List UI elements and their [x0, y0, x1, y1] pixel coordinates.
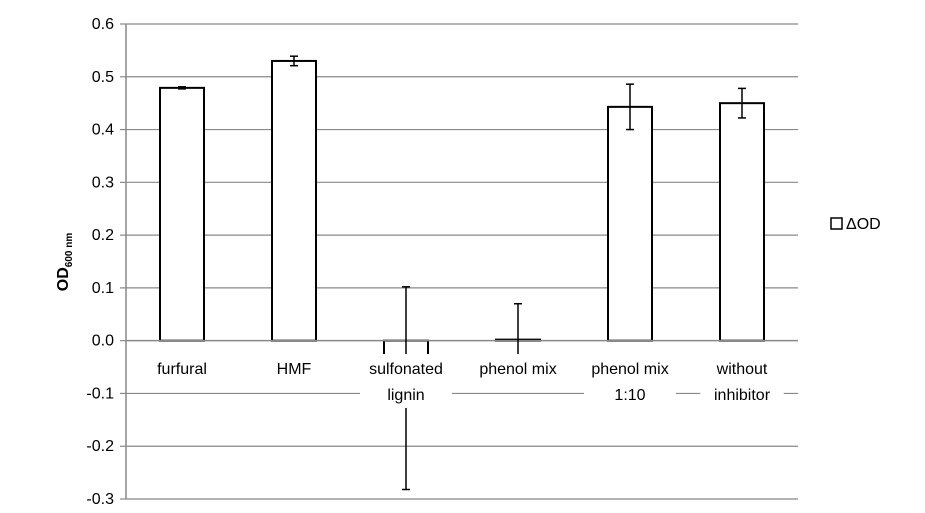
y-tick-label: 0.6	[92, 16, 114, 33]
category-label-line: furfural	[157, 361, 207, 378]
error-bars	[178, 55, 746, 491]
y-tick-label: 0.1	[92, 280, 114, 297]
y-axis-label-sub: 600 nm	[64, 233, 75, 268]
category-label-bg	[278, 354, 310, 382]
error-bar	[626, 83, 634, 131]
category-label-bg	[700, 354, 784, 408]
category-label-bg	[584, 354, 676, 408]
bar	[607, 105, 653, 342]
bar	[719, 102, 765, 342]
category-label-line: 1:10	[614, 387, 645, 404]
y-tick-label: 0.0	[92, 333, 114, 350]
gridlines	[120, 23, 798, 500]
category-label-line: without	[716, 361, 768, 378]
y-tick-label: 0.2	[92, 227, 114, 244]
legend-swatch	[830, 217, 843, 230]
category-label-line: inhibitor	[714, 387, 771, 404]
category-label-line: phenol mix	[591, 361, 668, 378]
category-label: furfural	[144, 354, 220, 382]
y-tick-label: 0.5	[92, 69, 114, 86]
bars	[159, 59, 765, 390]
axes	[125, 24, 798, 499]
y-tick-label: -0.3	[86, 491, 114, 508]
error-bar	[178, 86, 186, 90]
y-tick-labels: 0.6 0.5 0.4 0.3 0.2 0.1 0.0 -0.1 -0.2 -0.3	[86, 16, 114, 508]
category-label: without inhibitor	[700, 354, 784, 408]
error-bar	[290, 55, 298, 67]
category-label-bg	[144, 354, 220, 382]
category-label-bg	[472, 354, 564, 382]
category-label: HMF	[277, 354, 312, 382]
category-label: sulfonated lignin	[360, 354, 452, 408]
category-label-bg	[360, 354, 452, 408]
legend: ΔOD	[830, 216, 881, 233]
y-tick-label: -0.2	[86, 438, 114, 455]
bar	[271, 59, 317, 342]
y-tick-label: 0.4	[92, 122, 114, 139]
y-tick-label: 0.3	[92, 174, 114, 191]
y-tick-label: -0.1	[86, 385, 114, 402]
legend-label: ΔOD	[846, 216, 881, 233]
category-label-line: lignin	[387, 387, 424, 404]
category-label-line: phenol mix	[479, 361, 556, 378]
category-label: phenol mix	[472, 354, 564, 382]
category-label-line: sulfonated	[369, 361, 443, 378]
error-bar	[738, 87, 746, 119]
y-axis-label: OD600 nm	[55, 233, 75, 292]
bar	[159, 86, 205, 342]
y-axis-label-main: OD	[55, 267, 72, 291]
category-label: phenol mix 1:10	[584, 354, 676, 408]
category-label-line: HMF	[277, 361, 312, 378]
